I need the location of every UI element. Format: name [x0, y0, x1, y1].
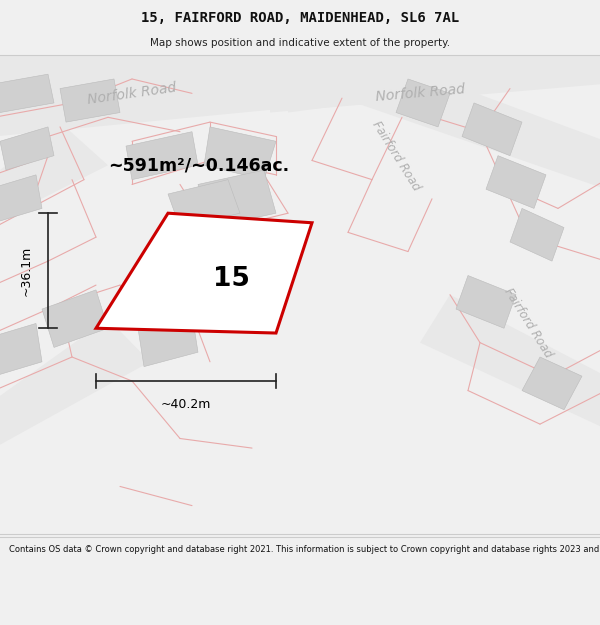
Polygon shape [288, 50, 360, 112]
Text: ~40.2m: ~40.2m [161, 398, 211, 411]
Polygon shape [0, 74, 54, 112]
Polygon shape [0, 50, 342, 136]
Polygon shape [96, 213, 312, 333]
Polygon shape [60, 79, 120, 122]
Text: Map shows position and indicative extent of the property.: Map shows position and indicative extent… [150, 38, 450, 48]
Polygon shape [270, 50, 600, 112]
Text: Fairford Road: Fairford Road [502, 286, 554, 361]
Polygon shape [0, 324, 42, 376]
Text: Norfolk Road: Norfolk Road [375, 82, 465, 104]
Text: ~36.1m: ~36.1m [20, 246, 33, 296]
Polygon shape [396, 79, 450, 127]
Text: Contains OS data © Crown copyright and database right 2021. This information is : Contains OS data © Crown copyright and d… [9, 545, 600, 554]
Polygon shape [522, 357, 582, 410]
Polygon shape [0, 122, 108, 222]
Polygon shape [198, 170, 276, 227]
Polygon shape [510, 208, 564, 261]
Polygon shape [168, 179, 240, 228]
Text: ~591m²/~0.146ac.: ~591m²/~0.146ac. [108, 156, 289, 174]
Polygon shape [126, 132, 198, 179]
Polygon shape [42, 290, 108, 348]
Text: Fairford Road: Fairford Road [370, 118, 422, 193]
Polygon shape [342, 50, 600, 189]
Polygon shape [0, 127, 54, 170]
Polygon shape [420, 294, 600, 429]
Text: Norfolk Road: Norfolk Road [86, 80, 178, 106]
Polygon shape [462, 103, 522, 156]
Polygon shape [0, 319, 150, 448]
Text: 15, FAIRFORD ROAD, MAIDENHEAD, SL6 7AL: 15, FAIRFORD ROAD, MAIDENHEAD, SL6 7AL [141, 11, 459, 24]
Polygon shape [486, 156, 546, 208]
Polygon shape [138, 314, 198, 367]
Text: 15: 15 [212, 266, 250, 292]
Polygon shape [456, 276, 516, 328]
Polygon shape [204, 127, 276, 179]
Polygon shape [0, 175, 42, 222]
